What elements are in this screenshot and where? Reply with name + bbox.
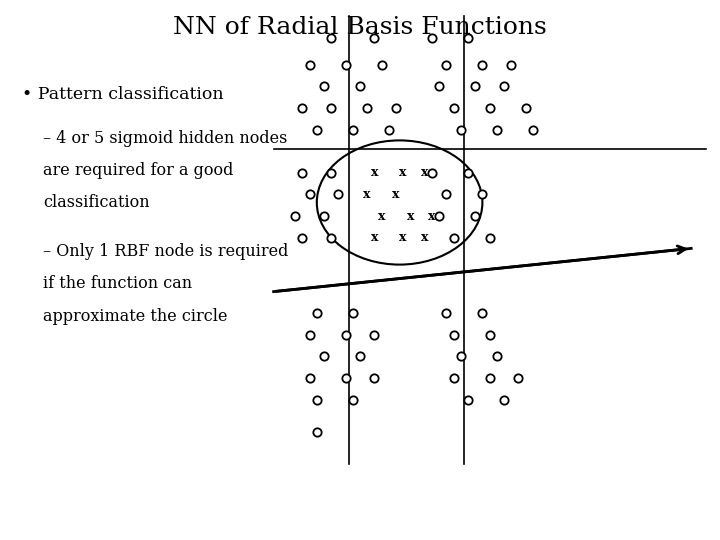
Text: • Pattern classification: • Pattern classification (22, 86, 223, 103)
Text: x: x (371, 231, 378, 244)
Text: x: x (378, 210, 385, 222)
Text: x: x (400, 166, 407, 179)
Text: – Only 1 RBF node is required: – Only 1 RBF node is required (43, 243, 289, 260)
Text: NN of Radial Basis Functions: NN of Radial Basis Functions (173, 16, 547, 39)
Text: x: x (392, 188, 400, 201)
Text: x: x (428, 210, 436, 222)
Text: if the function can: if the function can (43, 275, 192, 292)
Text: x: x (421, 166, 428, 179)
Text: approximate the circle: approximate the circle (43, 308, 228, 325)
Text: classification: classification (43, 194, 150, 211)
Text: are required for a good: are required for a good (43, 162, 233, 179)
Text: – 4 or 5 sigmoid hidden nodes: – 4 or 5 sigmoid hidden nodes (43, 130, 287, 146)
Text: x: x (421, 231, 428, 244)
Text: x: x (371, 166, 378, 179)
Text: x: x (364, 188, 371, 201)
Text: x: x (407, 210, 414, 222)
Text: x: x (400, 231, 407, 244)
